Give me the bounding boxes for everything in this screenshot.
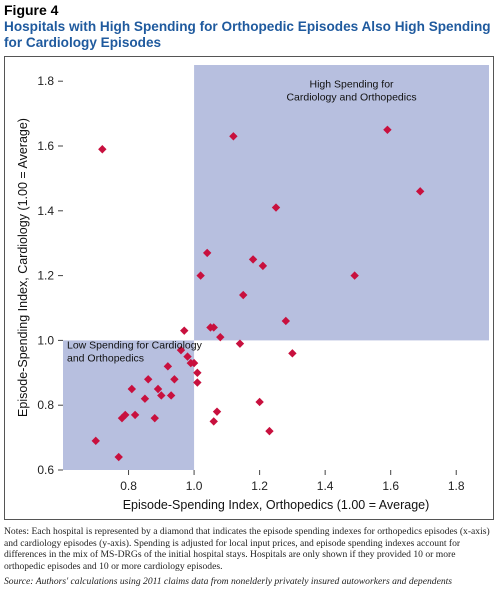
data-point-diamond xyxy=(258,261,268,271)
data-point-diamond xyxy=(212,407,222,416)
x-tick-label: 0.8 xyxy=(120,479,137,493)
data-point-diamond xyxy=(209,417,218,426)
data-point-diamond xyxy=(202,248,212,258)
data-point-diamond xyxy=(98,145,107,154)
scatter-chart: 0.6 0.8 1.0 1.2 1.4 1.6 1.8 0.8 1.0 1.2 1.4 1.6 1.8 E… xyxy=(16,65,490,512)
x-axis-label: Episode-Spending Index, Orthopedics (1.0… xyxy=(123,498,430,512)
data-point-diamond xyxy=(180,326,189,335)
figure-notes: Notes: Each hospital is represented by a… xyxy=(4,526,490,572)
data-point-diamond xyxy=(235,339,245,348)
data-point-diamond xyxy=(153,384,163,394)
data-point-diamond xyxy=(130,410,140,420)
data-point-diamond xyxy=(281,316,291,326)
x-tick-label: 1.4 xyxy=(317,479,334,493)
x-tick-label: 1.0 xyxy=(186,479,203,493)
data-point-diamond xyxy=(255,397,264,407)
y-tick-label: 1.2 xyxy=(37,269,54,283)
data-point-diamond xyxy=(265,426,274,436)
figure-source: Source: Authors' calculations using 2011… xyxy=(4,576,453,587)
low-spending-region xyxy=(63,340,195,470)
data-point-diamond xyxy=(114,452,123,462)
axes-layer: 0.6 0.8 1.0 1.2 1.4 1.6 1.8 0.8 1.0 1.2 1.4 1.6 1.8 E… xyxy=(16,74,465,512)
data-point-diamond xyxy=(209,323,218,332)
data-point-diamond xyxy=(121,410,130,420)
data-point-diamond xyxy=(170,375,179,384)
data-point-diamond xyxy=(216,332,225,342)
data-point-diamond xyxy=(140,394,150,403)
y-tick-label: 1.6 xyxy=(37,139,54,153)
figure-title: Hospitals with High Spending for Orthope… xyxy=(4,19,491,50)
data-point-diamond xyxy=(150,413,159,423)
data-point-diamond xyxy=(91,436,100,446)
data-point-diamond xyxy=(415,187,425,196)
low-spending-label-line: and Orthopedics xyxy=(67,353,144,365)
data-point-diamond xyxy=(383,125,392,134)
data-point-diamond xyxy=(193,378,202,387)
y-tick-label: 1.8 xyxy=(37,74,54,88)
data-point-diamond xyxy=(239,290,248,300)
x-tick-label: 1.6 xyxy=(382,479,399,493)
data-point-diamond xyxy=(193,368,202,377)
data-point-diamond xyxy=(189,358,199,368)
chart-frame: 0.6 0.8 1.0 1.2 1.4 1.6 1.8 0.8 1.0 1.2 1.4 1.6 1.8 E… xyxy=(4,56,494,520)
data-point-diamond xyxy=(157,391,166,400)
data-point-diamond xyxy=(144,375,153,384)
data-point-diamond xyxy=(350,271,359,280)
data-point-diamond xyxy=(176,345,186,355)
x-tick-label: 1.2 xyxy=(251,479,268,493)
data-point-diamond xyxy=(163,362,173,371)
y-tick-label: 0.8 xyxy=(37,398,54,412)
data-point-diamond xyxy=(248,255,258,264)
points-layer xyxy=(91,125,425,462)
data-point-diamond xyxy=(127,384,137,394)
high-spending-label-line: High Spending for xyxy=(310,79,395,91)
data-point-diamond xyxy=(166,391,176,400)
regions-layer xyxy=(63,65,490,470)
data-point-diamond xyxy=(288,349,297,358)
data-point-diamond xyxy=(229,132,238,141)
data-point-diamond xyxy=(271,203,281,212)
y-tick-label: 1.4 xyxy=(37,204,54,218)
data-point-diamond xyxy=(196,271,205,280)
high-spending-region xyxy=(194,65,490,341)
high-spending-label-line: Cardiology and Orthopedics xyxy=(286,92,416,104)
y-axis-label: Episode-Spending Index, Cardiology (1.00… xyxy=(16,118,30,417)
y-tick-label: 1.0 xyxy=(37,333,54,347)
figure-label: Figure 4 xyxy=(4,2,59,18)
x-tick-label: 1.8 xyxy=(448,479,465,493)
data-point-diamond xyxy=(183,352,192,361)
low-spending-label-line: Low Spending for Cardiology xyxy=(67,340,203,352)
y-tick-label: 0.6 xyxy=(37,463,54,477)
